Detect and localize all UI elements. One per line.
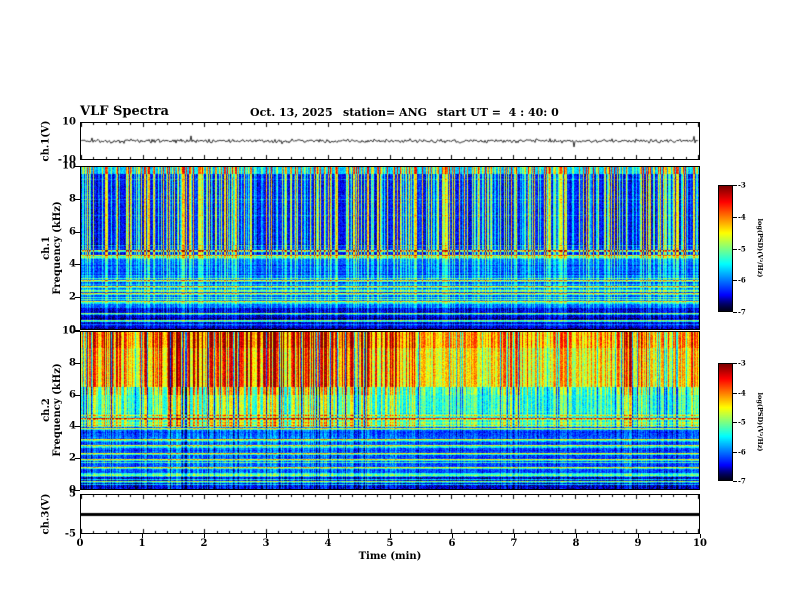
colorbar-tick-mark xyxy=(733,312,737,313)
y-tick-label: 8 xyxy=(69,193,76,205)
y-tick-label: 6 xyxy=(69,226,76,238)
colorbar-tick-mark xyxy=(733,392,737,394)
ch1-spectrogram-canvas xyxy=(81,167,699,329)
y-tick-label: 0 xyxy=(69,324,76,336)
y-tick-label: 0 xyxy=(69,484,76,496)
x-tick-label: 4 xyxy=(324,538,332,549)
y-tick-label: 10 xyxy=(62,325,76,337)
y-tick-label: 10 xyxy=(62,160,76,172)
y-tick-mark xyxy=(75,330,80,331)
ch2-spectrogram-ylabel-line1: ch.2 xyxy=(41,398,52,422)
ch1-colorbar-canvas xyxy=(719,186,732,311)
x-tick-mark xyxy=(328,534,329,538)
colorbar-tick-label: -7 xyxy=(738,476,746,486)
y-tick-mark xyxy=(75,394,80,396)
ch1-waveform-panel xyxy=(80,122,700,160)
colorbar-tick-mark xyxy=(733,451,737,453)
ch2-colorbar-canvas xyxy=(719,364,732,480)
x-tick-label: 9 xyxy=(634,538,642,549)
x-tick-label: 3 xyxy=(262,538,270,549)
start-ut-label: start UT = 4 : 40: 0 xyxy=(437,106,559,119)
x-tick-label: 7 xyxy=(510,538,518,549)
ch1-colorbar-label: log(PSD)(V²/Hz) xyxy=(756,218,764,278)
colorbar-tick-label: -3 xyxy=(738,180,746,190)
y-tick-mark xyxy=(75,264,80,266)
ch2-spectrogram-ylabel: ch.2 Frequency (kHz) xyxy=(41,363,63,456)
colorbar-tick-mark xyxy=(733,185,737,186)
x-tick-mark xyxy=(142,534,143,538)
x-tick-mark xyxy=(576,534,577,538)
station-label: station= ANG xyxy=(343,106,428,119)
ch2-colorbar-label: log(PSD)(V²/Hz) xyxy=(756,392,764,452)
colorbar-tick-label: -7 xyxy=(738,307,746,317)
ch1-waveform-canvas xyxy=(81,123,699,159)
x-tick-label: 6 xyxy=(448,538,456,549)
x-tick-mark xyxy=(452,534,453,538)
y-tick-mark xyxy=(75,362,80,364)
x-tick-mark xyxy=(204,534,205,538)
colorbar-tick-label: -6 xyxy=(738,275,746,285)
date-label: Oct. 13, 2025 xyxy=(250,106,333,119)
y-tick-mark xyxy=(75,297,80,299)
x-tick-label: 2 xyxy=(200,538,208,549)
colorbar-tick-mark xyxy=(733,363,737,364)
y-tick-label: -10 xyxy=(57,154,76,166)
ch2-spectrogram-ylabel-line2: Frequency (kHz) xyxy=(52,363,63,457)
y-tick-label: 2 xyxy=(69,452,76,464)
x-tick-label: 10 xyxy=(693,538,707,549)
ch3-waveform-panel xyxy=(80,494,700,534)
colorbar-tick-label: -6 xyxy=(738,447,746,456)
y-tick-label: 4 xyxy=(69,258,76,270)
x-tick-mark xyxy=(266,534,267,538)
y-tick-label: 2 xyxy=(69,291,76,303)
y-tick-label: -5 xyxy=(64,528,76,540)
x-axis-label: Time (min) xyxy=(358,551,422,562)
ch1-spectrogram-ylabel-line2: Frequency (kHz) xyxy=(52,201,63,295)
x-tick-label: 0 xyxy=(76,538,84,549)
colorbar-tick-label: -5 xyxy=(738,244,746,253)
ch1-spectrogram-ylabel-line1: ch.1 xyxy=(41,236,52,260)
y-tick-mark xyxy=(75,426,80,428)
ch3-waveform-canvas xyxy=(81,495,699,533)
colorbar-tick-label: -3 xyxy=(738,358,746,368)
ch1-colorbar xyxy=(718,185,733,312)
ch2-spectrogram-panel xyxy=(80,331,700,490)
colorbar-tick-mark xyxy=(733,248,737,250)
y-tick-mark xyxy=(75,231,80,233)
y-tick-label: 4 xyxy=(69,420,76,432)
colorbar-tick-mark xyxy=(733,481,737,482)
y-tick-mark xyxy=(75,331,80,332)
x-tick-label: 1 xyxy=(138,538,146,549)
y-tick-label: 8 xyxy=(69,357,76,369)
colorbar-tick-label: -4 xyxy=(738,388,746,397)
colorbar-tick-mark xyxy=(733,422,737,423)
colorbar-tick-label: -5 xyxy=(738,417,746,427)
y-tick-mark xyxy=(75,166,80,167)
ch1-spectrogram-panel xyxy=(80,166,700,330)
x-tick-mark xyxy=(700,534,701,538)
y-tick-label: 5 xyxy=(69,488,76,500)
x-tick-mark xyxy=(514,534,515,538)
x-tick-label: 8 xyxy=(572,538,580,549)
y-tick-mark xyxy=(75,198,80,200)
y-tick-mark xyxy=(75,458,80,460)
ch2-spectrogram-canvas xyxy=(81,332,699,489)
x-tick-mark xyxy=(638,534,639,538)
ch1-spectrogram-ylabel: ch.1 Frequency (kHz) xyxy=(41,201,63,294)
colorbar-tick-mark xyxy=(733,216,737,218)
x-tick-label: 5 xyxy=(386,538,394,549)
colorbar-tick-mark xyxy=(733,280,737,282)
figure-title: VLF Spectra xyxy=(80,104,169,119)
ch2-colorbar xyxy=(718,363,733,481)
x-tick-mark xyxy=(390,534,391,538)
y-tick-label: 10 xyxy=(62,116,76,128)
y-tick-mark xyxy=(75,490,80,491)
y-tick-label: 6 xyxy=(69,389,76,401)
colorbar-tick-label: -4 xyxy=(738,212,746,222)
x-tick-mark xyxy=(80,534,81,538)
